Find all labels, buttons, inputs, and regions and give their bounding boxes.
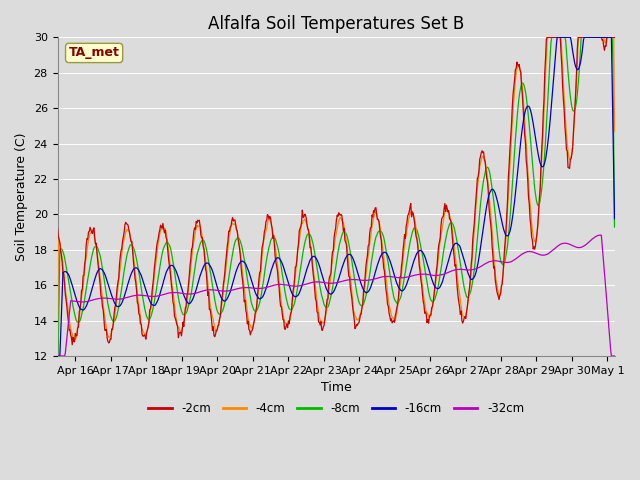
Text: TA_met: TA_met [68,47,120,60]
X-axis label: Time: Time [321,381,351,394]
Y-axis label: Soil Temperature (C): Soil Temperature (C) [15,132,28,261]
Legend: -2cm, -4cm, -8cm, -16cm, -32cm: -2cm, -4cm, -8cm, -16cm, -32cm [143,398,529,420]
Title: Alfalfa Soil Temperatures Set B: Alfalfa Soil Temperatures Set B [208,15,464,33]
